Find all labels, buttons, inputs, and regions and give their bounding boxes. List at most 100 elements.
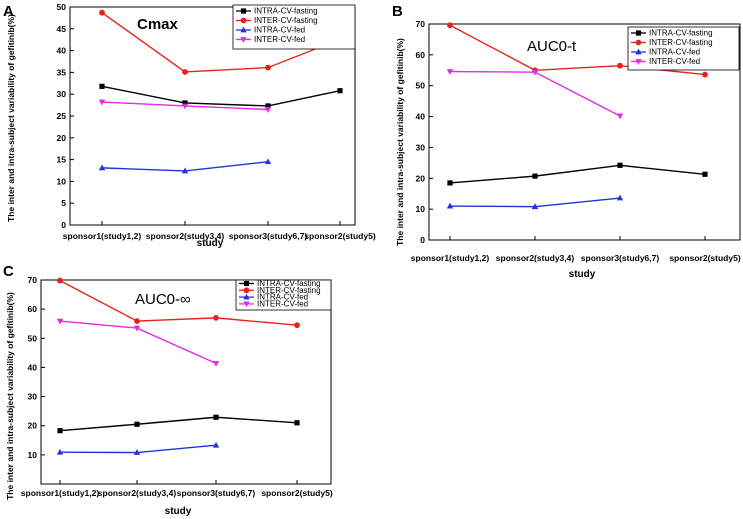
series-line-c-intra-cv-fasting bbox=[59, 416, 298, 432]
legend-marker-c-inter-cv-fed bbox=[243, 301, 250, 308]
data-point-b-intra-cv-fasting-0 bbox=[447, 180, 453, 186]
y-tick-label-a-15: 15 bbox=[57, 155, 67, 165]
x-axis-label-a: study bbox=[197, 238, 224, 249]
data-point-c-intra-cv-fasting-2 bbox=[213, 414, 219, 420]
y-tick-label-a-45: 45 bbox=[57, 24, 67, 34]
data-point-b-intra-cv-fasting-3 bbox=[702, 171, 708, 177]
data-point-a-inter-cv-fed-0 bbox=[98, 99, 106, 106]
legend-marker-c-inter-cv-fasting bbox=[243, 287, 250, 294]
y-tick-label-b-40: 40 bbox=[416, 112, 426, 122]
legend-marker-b-intra-cv-fasting bbox=[635, 30, 642, 36]
legend-marker-b-inter-cv-fasting bbox=[635, 39, 642, 46]
legend-marker-a-intra-cv-fed bbox=[240, 26, 247, 33]
legend-marker-b-intra-cv-fed bbox=[635, 48, 642, 55]
legend-label-a-intra-cv-fasting: INTRA-CV-fasting bbox=[254, 7, 318, 16]
data-point-c-inter-cv-fasting-0 bbox=[57, 277, 63, 284]
legend-label-c-inter-cv-fed: INTER-CV-fed bbox=[257, 299, 308, 308]
legend-marker-b-inter-cv-fed bbox=[635, 59, 642, 65]
y-axis-label-c: The inter and intra-subject variability … bbox=[5, 292, 15, 500]
chart-title-auc0inf: AUC0-∞ bbox=[135, 291, 191, 308]
y-tick-label-a-10: 10 bbox=[57, 176, 67, 186]
panel-letter-a: A bbox=[3, 3, 14, 20]
y-tick-label-a-20: 20 bbox=[57, 133, 67, 143]
data-point-a-inter-cv-fed-1 bbox=[181, 103, 189, 110]
x-tick-label-a-sponsor1-study1-2: sponsor1(study1,2) bbox=[63, 231, 142, 241]
x-tick-label-a-sponsor2-study5: sponsor2(study5) bbox=[304, 231, 375, 241]
data-point-b-intra-cv-fed-0 bbox=[446, 202, 454, 209]
data-point-c-intra-cv-fasting-1 bbox=[134, 421, 140, 427]
data-point-c-inter-cv-fasting-3 bbox=[294, 322, 300, 329]
y-tick-label-a-25: 25 bbox=[57, 111, 67, 121]
legend-marker-a-inter-cv-fasting bbox=[240, 17, 247, 24]
data-point-a-inter-cv-fasting-2 bbox=[265, 64, 271, 71]
data-point-a-intra-cv-fasting-3 bbox=[337, 88, 343, 94]
data-point-b-intra-cv-fed-2 bbox=[616, 194, 624, 201]
y-tick-label-b-0: 0 bbox=[420, 235, 425, 245]
legend-box-c bbox=[235, 279, 332, 311]
series-line-b-inter-cv-fed bbox=[449, 70, 621, 117]
y-tick-label-a-40: 40 bbox=[57, 46, 67, 56]
chart-title-auc0t: AUC0-t bbox=[527, 38, 577, 55]
y-tick-label-b-60: 60 bbox=[416, 50, 426, 60]
y-tick-label-a-50: 50 bbox=[57, 2, 67, 12]
y-axis-label-a: The inter and intra-subject variability … bbox=[6, 14, 16, 222]
x-tick-label-c-sponsor1-study1-2: sponsor1(study1,2) bbox=[21, 488, 100, 498]
data-point-b-inter-cv-fed-1 bbox=[531, 69, 539, 76]
y-tick-label-a-30: 30 bbox=[57, 89, 67, 99]
legend-label-b-inter-cv-fasting: INTER-CV-fasting bbox=[649, 38, 713, 47]
legend-marker-c-intra-cv-fasting bbox=[243, 280, 250, 287]
panel-letter-c: C bbox=[3, 263, 14, 280]
data-point-a-inter-cv-fasting-0 bbox=[99, 9, 105, 16]
data-point-a-intra-cv-fed-1 bbox=[181, 167, 189, 174]
series-line-a-inter-cv-fasting bbox=[101, 12, 341, 73]
y-tick-label-b-70: 70 bbox=[416, 19, 426, 29]
data-point-b-inter-cv-fasting-0 bbox=[447, 22, 453, 29]
x-tick-label-c-sponsor2-study3-4: sponsor2(study3,4) bbox=[98, 488, 177, 498]
series-line-c-inter-cv-fasting bbox=[59, 279, 298, 326]
x-tick-label-b-sponsor3-study6-7: sponsor3(study6,7) bbox=[581, 253, 660, 263]
panel-b: B AUC0-t study The inter and intra-subje… bbox=[392, 3, 741, 280]
data-point-c-inter-cv-fasting-1 bbox=[134, 318, 140, 324]
data-point-a-intra-cv-fed-2 bbox=[264, 158, 272, 165]
plot-frame-c bbox=[40, 279, 332, 485]
data-point-b-inter-cv-fasting-3 bbox=[702, 71, 708, 78]
y-tick-label-a-0: 0 bbox=[61, 220, 66, 230]
y-tick-label-b-50: 50 bbox=[416, 81, 426, 91]
legend-label-b-intra-cv-fed: INTRA-CV-fed bbox=[649, 48, 700, 57]
data-point-c-inter-cv-fasting-2 bbox=[213, 314, 219, 321]
y-tick-label-c-20: 20 bbox=[28, 421, 38, 431]
y-tick-label-c-30: 30 bbox=[28, 392, 38, 402]
x-axis-label-c: study bbox=[165, 506, 192, 517]
data-point-b-inter-cv-fed-2 bbox=[616, 113, 624, 120]
legend-box-b bbox=[627, 26, 740, 71]
panel-a: A Cmax study The inter and intra-subject… bbox=[3, 2, 376, 249]
x-tick-label-c-sponsor3-study6-7: sponsor3(study6,7) bbox=[177, 488, 256, 498]
series-line-b-intra-cv-fasting bbox=[449, 164, 706, 184]
data-point-a-inter-cv-fed-2 bbox=[264, 107, 272, 113]
legend-label-a-intra-cv-fed: INTRA-CV-fed bbox=[254, 26, 305, 35]
y-tick-label-a-5: 5 bbox=[61, 198, 66, 208]
data-point-c-inter-cv-fed-2 bbox=[212, 360, 220, 367]
y-tick-label-c-60: 60 bbox=[28, 304, 38, 314]
y-tick-label-c-70: 70 bbox=[28, 275, 38, 285]
legend-label-a-inter-cv-fasting: INTER-CV-fasting bbox=[254, 16, 318, 25]
data-point-b-intra-cv-fasting-2 bbox=[617, 162, 623, 168]
data-point-c-inter-cv-fed-0 bbox=[56, 318, 64, 325]
legend-marker-a-intra-cv-fasting bbox=[240, 8, 247, 14]
data-point-a-intra-cv-fasting-1 bbox=[182, 100, 188, 106]
x-tick-label-a-sponsor3-study6-7: sponsor3(study6,7) bbox=[229, 231, 308, 241]
legend-marker-c-intra-cv-fed bbox=[243, 293, 250, 300]
legend-marker-a-inter-cv-fed bbox=[240, 37, 247, 43]
data-point-b-inter-cv-fed-0 bbox=[446, 69, 454, 75]
data-point-a-intra-cv-fasting-0 bbox=[99, 83, 105, 89]
data-point-b-inter-cv-fasting-2 bbox=[617, 62, 623, 69]
legend-box-a bbox=[232, 4, 356, 50]
legend-label-c-intra-cv-fed: INTRA-CV-fed bbox=[257, 293, 308, 302]
x-axis-label-b: study bbox=[569, 269, 596, 280]
y-tick-label-b-10: 10 bbox=[416, 204, 426, 214]
data-point-a-inter-cv-fasting-1 bbox=[182, 69, 188, 75]
legend-label-c-intra-cv-fasting: INTRA-CV-fasting bbox=[257, 279, 321, 288]
data-point-c-intra-cv-fed-1 bbox=[133, 449, 141, 455]
x-tick-label-a-sponsor2-study3-4: sponsor2(study3,4) bbox=[146, 231, 225, 241]
